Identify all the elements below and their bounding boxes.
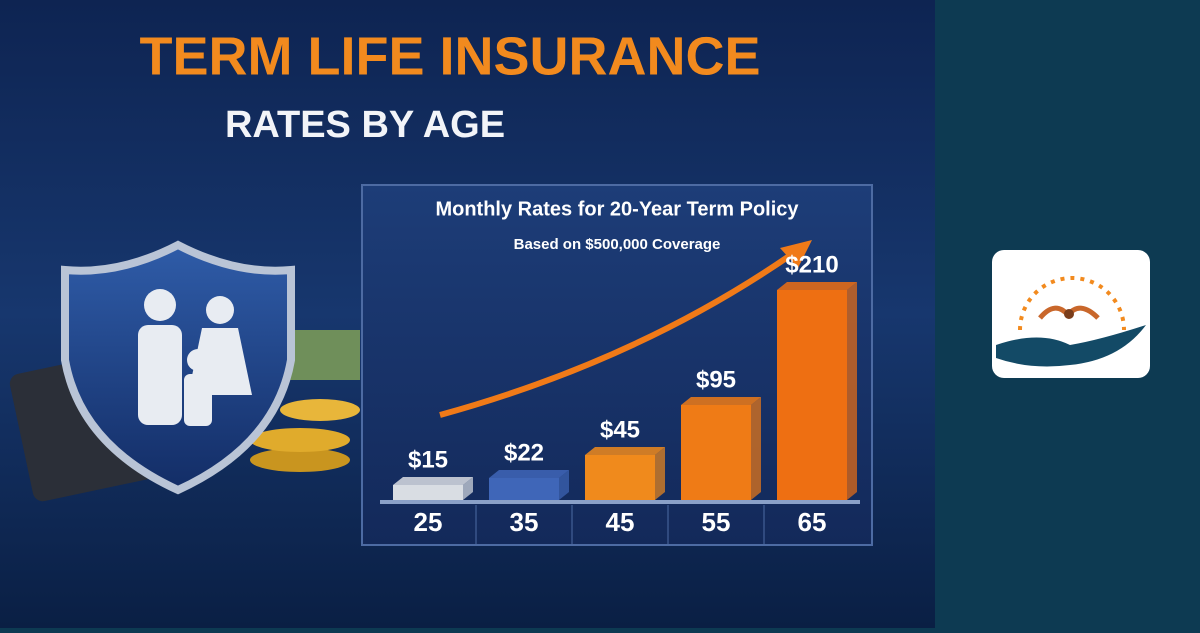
- trend-arrow: [439, 249, 797, 418]
- bar-side: [655, 447, 665, 500]
- family-icon: [206, 296, 234, 324]
- x-tick-label: 65: [798, 507, 827, 537]
- bar-side: [463, 477, 473, 500]
- value-label: $95: [696, 366, 736, 393]
- bar-side: [559, 470, 569, 500]
- bar-side: [751, 397, 761, 500]
- x-tick-label: 25: [414, 507, 443, 537]
- bar-top: [777, 282, 857, 290]
- coins: [250, 448, 350, 472]
- logo-figure: [1064, 309, 1074, 319]
- family-icon: [184, 374, 212, 426]
- family-icon: [138, 325, 182, 425]
- bar-top: [393, 477, 473, 485]
- coins: [280, 399, 360, 421]
- value-label: $45: [600, 416, 640, 443]
- bar: [681, 405, 751, 500]
- baseline: [380, 500, 860, 504]
- chart-title: Monthly Rates for 20-Year Term Policy: [435, 198, 799, 220]
- value-label: $22: [504, 439, 544, 466]
- bar: [777, 290, 847, 500]
- value-label: $210: [785, 251, 838, 278]
- bar-top: [585, 447, 665, 455]
- logo-sun: [1018, 276, 1126, 331]
- bar: [585, 455, 655, 500]
- trend-arrowhead: [780, 240, 812, 268]
- bar-side: [847, 282, 857, 500]
- bar-top: [681, 397, 761, 405]
- logo-hand: [996, 325, 1146, 367]
- coins: [250, 428, 350, 452]
- bar-top: [489, 470, 569, 478]
- family-icon: [144, 289, 176, 321]
- chart-subtitle: Based on $500,000 Coverage: [514, 236, 721, 253]
- illustration: [9, 240, 360, 502]
- x-tick-label: 45: [606, 507, 635, 537]
- headline-subtitle: RATES BY AGE: [225, 104, 505, 146]
- x-tick-label: 35: [510, 507, 539, 537]
- headline-title: TERM LIFE INSURANCE: [140, 26, 761, 86]
- bar: [489, 478, 559, 500]
- x-tick-label: 55: [702, 507, 731, 537]
- bar: [393, 485, 463, 500]
- value-label: $15: [408, 446, 448, 473]
